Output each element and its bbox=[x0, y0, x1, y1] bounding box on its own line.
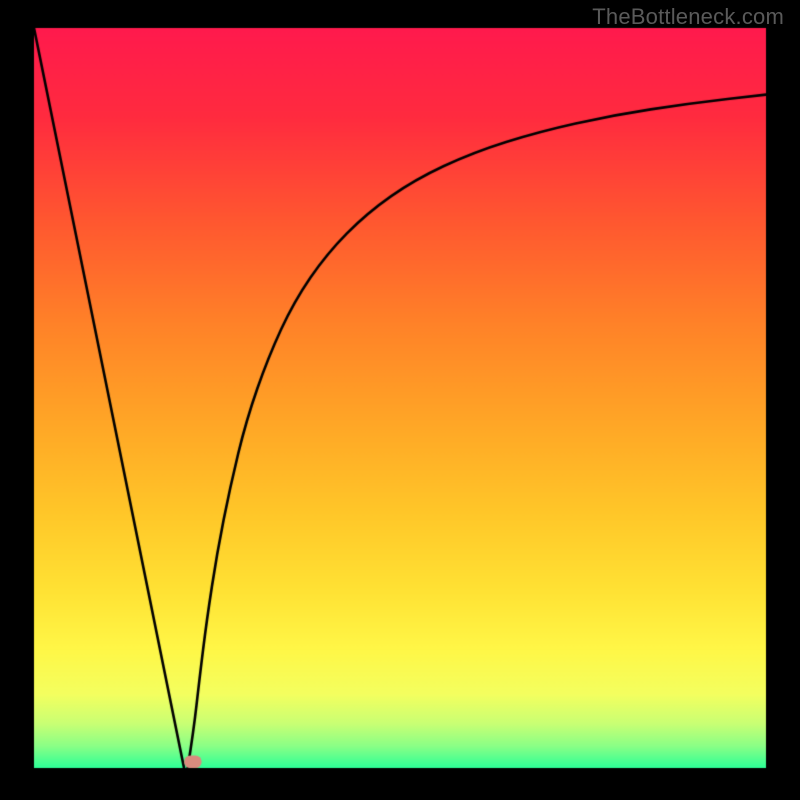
chart-stage: TheBottleneck.com bbox=[0, 0, 800, 800]
bottleneck-chart-canvas bbox=[0, 0, 800, 800]
watermark-text: TheBottleneck.com bbox=[592, 4, 784, 30]
